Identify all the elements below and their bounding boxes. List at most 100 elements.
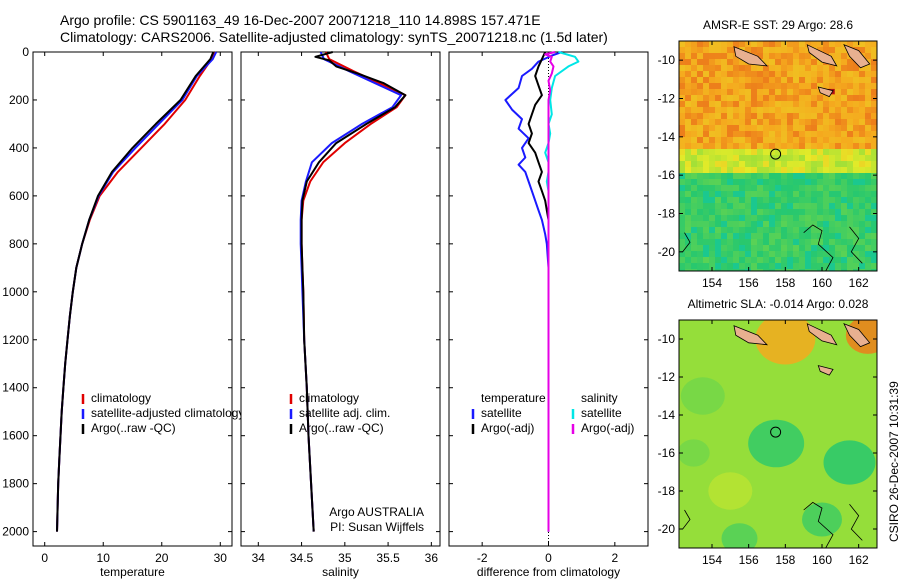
x-tick-label: 0 (545, 551, 552, 565)
legend-label: climatology (91, 391, 151, 405)
x-axis-label-temperature: temperature (100, 565, 165, 579)
y-tick-label: 600 (9, 189, 29, 203)
reef-contour (803, 501, 834, 548)
map-x-tick-label: 160 (812, 276, 832, 290)
legend-label: satellite (581, 406, 622, 420)
y-tick-label: 1600 (2, 429, 29, 443)
legend-label: Argo(-adj) (581, 421, 634, 435)
legend-label: satellite adj. clim. (299, 406, 390, 420)
series-line-salinity-argo (300, 51, 407, 532)
map-x-tick-label: 160 (812, 553, 832, 567)
credit-line-1: Argo AUSTRALIA (329, 505, 424, 519)
x-tick-label: 0 (41, 551, 48, 565)
map-x-tick-label: 158 (775, 553, 795, 567)
series-line-difference-satellite (504, 51, 563, 532)
reef-contour (849, 504, 863, 541)
series-line-temperature-argo (56, 51, 215, 532)
x-axis-label-difference: difference from climatology (477, 565, 620, 579)
island-shape (817, 86, 834, 98)
sla-anomaly-patch (802, 502, 842, 537)
map-x-tick-label: 156 (739, 276, 759, 290)
panel-frame-salinity (240, 51, 441, 547)
y-tick-label: 0 (22, 45, 29, 59)
y-tick-label: 2000 (2, 525, 29, 539)
y-tick-label: 200 (9, 93, 29, 107)
sla-anomaly-patch (679, 439, 710, 467)
map-y-tick-label: -12 (658, 92, 676, 106)
map-y-tick-label: -10 (658, 332, 676, 346)
legend-label: Argo(-adj) (481, 421, 534, 435)
x-tick-label: 34.5 (290, 551, 314, 565)
map-panel-sst: AMSR-E SST: 29 Argo: 28.6 -10 -12 -14 -16 -18… (658, 18, 878, 290)
map-y-tick-label: -18 (658, 484, 676, 498)
island-shape (733, 46, 769, 67)
map-panel-sla: Altimetric SLA: -0.014 Argo: 0.028 -10 -12… (658, 297, 878, 567)
x-tick-label: 20 (155, 551, 169, 565)
side-timestamp-label: CSIRO 26-Dec-2007 10:31:39 (887, 381, 900, 542)
map-frame-sst (678, 40, 878, 272)
map-field-sst (679, 41, 877, 271)
x-tick-label: 30 (214, 551, 228, 565)
map-y-tick-label: -20 (658, 245, 676, 259)
x-tick-label: 34 (252, 551, 266, 565)
sla-anomaly-patch (721, 523, 758, 548)
header-line-1: Argo profile: CS 5901163_49 16-Dec-2007 … (60, 12, 541, 28)
map-y-tick-label: -12 (658, 370, 676, 384)
x-tick-label: 36 (425, 551, 439, 565)
reef-contour (803, 224, 834, 271)
sla-anomaly-patch (755, 320, 816, 365)
map-y-tick-label: -20 (658, 522, 676, 536)
x-tick-label: 35.5 (376, 551, 400, 565)
map-field-sla (679, 320, 877, 548)
map-x-tick-label: 154 (702, 553, 722, 567)
map-title-sst: AMSR-E SST: 29 Argo: 28.6 (703, 18, 853, 32)
legend-label: satellite (481, 406, 522, 420)
legend-label: climatology (299, 391, 359, 405)
y-tick-label: 400 (9, 141, 29, 155)
legend-label: satellite-adjusted climatology (91, 406, 244, 420)
y-tick-label: 1400 (2, 381, 29, 395)
island-shape (817, 365, 834, 376)
sla-anomaly-patch (823, 440, 876, 485)
map-y-tick-label: -14 (658, 130, 676, 144)
series-line-difference-magenta (544, 51, 556, 532)
map-y-tick-label: -10 (658, 53, 676, 67)
legend-label: Argo(..raw -QC) (91, 421, 176, 435)
legend-group-title: salinity (581, 391, 618, 405)
reef-contour (682, 509, 691, 530)
y-tick-label: 1800 (2, 477, 29, 491)
y-tick-label: 1000 (2, 285, 29, 299)
map-x-tick-label: 162 (849, 276, 869, 290)
sla-anomaly-patch (748, 419, 805, 468)
x-tick-label: 35 (338, 551, 352, 565)
y-tick-label: 800 (9, 237, 29, 251)
header-line-2: Climatology: CARS2006. Satellite-adjuste… (60, 29, 608, 45)
credit-line-2: PI: Susan Wijffels (330, 520, 424, 534)
map-x-tick-label: 162 (849, 553, 869, 567)
argo-float-marker (770, 426, 782, 438)
legend-label: Argo(..raw -QC) (299, 421, 384, 435)
map-y-tick-label: -18 (658, 207, 676, 221)
y-tick-label: 1200 (2, 333, 29, 347)
map-y-tick-label: -14 (658, 408, 676, 422)
sla-anomaly-patch (680, 377, 725, 415)
sla-anomaly-patch (708, 472, 753, 510)
reef-contour (682, 232, 691, 253)
profile-panel-temperature: 0 200 400 600 800 1000 1200 1400 1600 1800 2000 0 10… (2, 45, 244, 579)
map-frame-sla (678, 319, 878, 549)
legend-group-title: temperature (481, 391, 546, 405)
reef-contour (849, 226, 863, 264)
island-shape (843, 44, 871, 69)
map-x-tick-label: 156 (739, 553, 759, 567)
island-shape (806, 44, 838, 67)
x-tick-label: 10 (97, 551, 111, 565)
profile-panel-salinity: 34 34.5 35 35.5 36 salinity climatologysatelli… (240, 51, 441, 579)
island-shape (806, 323, 838, 346)
panel-frame-temperature (32, 51, 233, 547)
map-x-tick-label: 158 (775, 276, 795, 290)
argo-float-marker (770, 148, 782, 160)
x-axis-label-salinity: salinity (322, 565, 359, 579)
island-shape (733, 325, 769, 346)
